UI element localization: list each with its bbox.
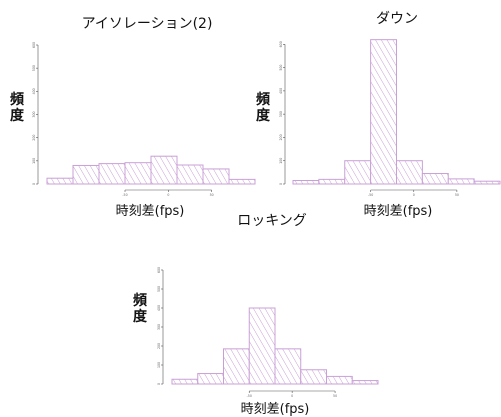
chart-title: アイソレーション(2)	[82, 16, 213, 32]
histogram-bar	[248, 307, 276, 385]
histogram-bar	[171, 378, 199, 385]
x-tick-label: 50	[210, 193, 214, 197]
x-tick-label: 50	[333, 394, 337, 398]
histogram-bar	[326, 375, 353, 385]
x-tick-label: 50	[455, 193, 459, 197]
histogram-bar	[150, 155, 178, 185]
chart-title: ダウン	[376, 11, 418, 27]
y-tick-label: 100	[157, 362, 161, 368]
histogram-bar	[124, 162, 152, 185]
plot-area: 0 100 200 300 400 500 600 -50 0 50	[279, 39, 501, 197]
y-tick-label: 500	[279, 65, 283, 71]
histogram-bar	[176, 164, 204, 185]
y-axis-label-char-1: 頻	[133, 292, 147, 309]
histogram-bar	[318, 178, 346, 185]
y-axis-label-char-2: 度	[256, 107, 271, 124]
histogram-panel-isolation: アイソレーション(2) 頻 度 時刻差(fps) 0 100 200 300 400 50…	[10, 16, 256, 219]
y-tick-label: 400	[279, 88, 283, 94]
x-tick-label: -50	[247, 394, 252, 398]
y-axis-label: 頻 度	[256, 91, 275, 124]
y-tick-label: 500	[32, 65, 36, 71]
histogram-bar	[197, 373, 224, 385]
y-axis-label-char-1: 頻	[256, 91, 270, 108]
histogram-bar	[98, 163, 126, 185]
histogram-panel-rocking: ロッキング 頻 度 時刻差(fps) 0100200300400500600-5…	[133, 213, 379, 417]
y-tick-label: 200	[32, 135, 36, 141]
histogram-bar	[421, 173, 449, 185]
y-tick-label: 200	[157, 343, 161, 349]
y-tick-label: 0	[279, 183, 283, 185]
x-tick-label: -50	[368, 193, 373, 197]
histogram-bar	[300, 369, 327, 385]
y-tick-label: 200	[279, 134, 283, 140]
y-tick-label: 100	[32, 158, 36, 164]
histogram-bar	[46, 177, 74, 185]
y-tick-label: 500	[157, 286, 161, 292]
y-axis-label-char-1: 頻	[10, 91, 24, 108]
histogram-bar	[396, 160, 423, 185]
y-tick-label: 300	[32, 111, 36, 117]
y-axis-label: 頻 度	[133, 292, 152, 325]
histogram-bar	[447, 178, 475, 185]
x-tick-label: -50	[122, 193, 127, 197]
y-axis-label: 頻 度	[10, 91, 29, 124]
y-tick-label: 0	[157, 383, 161, 385]
y-tick-label: 100	[279, 158, 283, 164]
y-tick-label: 600	[279, 41, 283, 47]
x-axis-label: 時刻差(fps)	[116, 204, 185, 219]
y-tick-label: 600	[157, 267, 161, 273]
x-tick-label: 0	[413, 193, 415, 197]
x-tick-label: 0	[291, 394, 293, 398]
histogram-bar	[72, 164, 100, 185]
histogram-bar	[344, 160, 372, 185]
histogram-bar	[274, 348, 302, 385]
histogram-bar	[351, 380, 379, 385]
y-tick-label: 300	[279, 111, 283, 117]
y-tick-label: 0	[32, 183, 36, 185]
plot-area: 0 100 200 300 400 500 600 -50 0 50	[32, 42, 256, 197]
x-axis-label: 時刻差(fps)	[364, 204, 433, 219]
histogram-bar	[292, 180, 320, 185]
y-tick-label: 300	[157, 324, 161, 330]
y-tick-label: 400	[157, 305, 161, 311]
x-axis-label: 時刻差(fps)	[241, 402, 310, 417]
x-tick-label: 0	[167, 193, 169, 197]
histogram-bar	[473, 180, 501, 185]
y-axis-label-char-2: 度	[10, 107, 25, 124]
histogram-bar	[370, 39, 397, 185]
histogram-bar	[223, 348, 250, 385]
histogram-bar	[228, 178, 256, 185]
plot-area: 0 100 200 300 400 500 600 -50 0 50	[157, 267, 379, 398]
y-tick-label: 400	[32, 88, 36, 94]
chart-title: ロッキング	[237, 213, 307, 229]
y-axis-label-char-2: 度	[133, 308, 148, 325]
y-tick-label: 600	[32, 42, 36, 48]
histogram-bar	[202, 168, 230, 185]
